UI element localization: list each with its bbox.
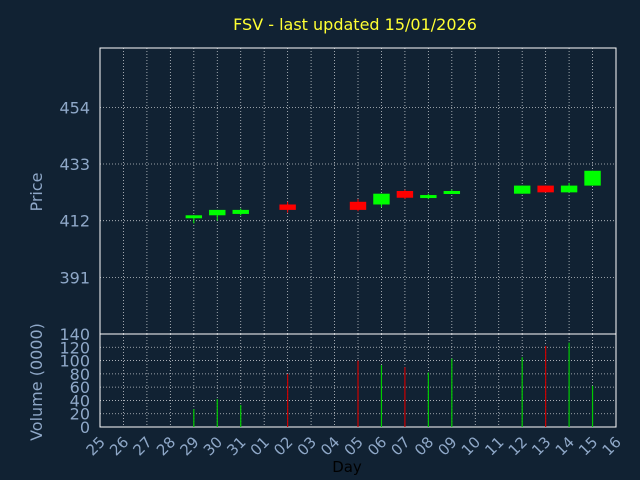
volume-tick-label: 100 — [59, 352, 90, 371]
price-axis-label: Price — [27, 172, 46, 211]
volume-tick-label: 140 — [59, 325, 90, 344]
x-tick-label: 09 — [434, 433, 460, 459]
x-tick-label: 01 — [247, 433, 273, 459]
x-tick-label: 05 — [341, 433, 367, 459]
candle-body — [185, 215, 203, 219]
x-tick-label: 04 — [317, 433, 343, 459]
candle-body — [537, 185, 554, 193]
candle-body — [232, 209, 249, 214]
x-tick-label: 12 — [505, 433, 531, 459]
candle-body — [560, 185, 578, 193]
candle-body — [209, 209, 226, 216]
x-tick-label: 08 — [411, 433, 437, 459]
x-tick-label: 11 — [481, 433, 507, 459]
volume-tick-label: 40 — [70, 391, 90, 410]
x-tick-label: 27 — [130, 433, 156, 459]
chart-title: FSV - last updated 15/01/2026 — [233, 15, 477, 34]
x-axis-label: Day — [332, 458, 362, 476]
x-tick-label: 31 — [223, 433, 249, 459]
x-tick-label: 30 — [200, 433, 226, 459]
x-tick-label: 25 — [83, 433, 109, 459]
price-tick-label: 412 — [59, 212, 90, 231]
candle-body — [373, 193, 390, 205]
x-tick-label: 03 — [294, 433, 320, 459]
x-axis: 2526272829303101020304050607080910111213… — [83, 433, 625, 459]
x-tick-label: 29 — [176, 433, 202, 459]
x-tick-label: 06 — [364, 433, 390, 459]
candle-body — [349, 201, 367, 210]
candle-body — [396, 191, 414, 198]
volume-tick-label: 120 — [59, 338, 90, 357]
volume-axis-label: Volume (0000) — [27, 323, 46, 441]
volume-tick-label: 60 — [70, 378, 90, 397]
price-panel: 391 412 433 454 — [59, 47, 617, 335]
x-tick-label: 10 — [458, 433, 484, 459]
volume-tick-label: 0 — [80, 418, 90, 437]
candle-body — [584, 170, 601, 186]
volume-tick-label: 80 — [70, 365, 90, 384]
candle-body — [279, 204, 296, 210]
x-tick-label: 13 — [528, 433, 554, 459]
x-tick-label: 02 — [270, 433, 296, 459]
candle-body — [443, 191, 461, 194]
x-tick-label: 15 — [575, 433, 601, 459]
x-tick-label: 07 — [388, 433, 414, 459]
x-tick-label: 14 — [552, 433, 578, 459]
price-tick-label: 391 — [59, 268, 90, 287]
x-tick-label: 26 — [106, 433, 132, 459]
price-tick-label: 454 — [59, 98, 90, 117]
x-tick-label: 28 — [153, 433, 179, 459]
price-tick-label: 433 — [59, 155, 90, 174]
volume-tick-label: 20 — [70, 405, 90, 424]
candle-body — [420, 195, 437, 199]
candle-body — [513, 185, 531, 194]
x-tick-label: 16 — [599, 433, 625, 459]
